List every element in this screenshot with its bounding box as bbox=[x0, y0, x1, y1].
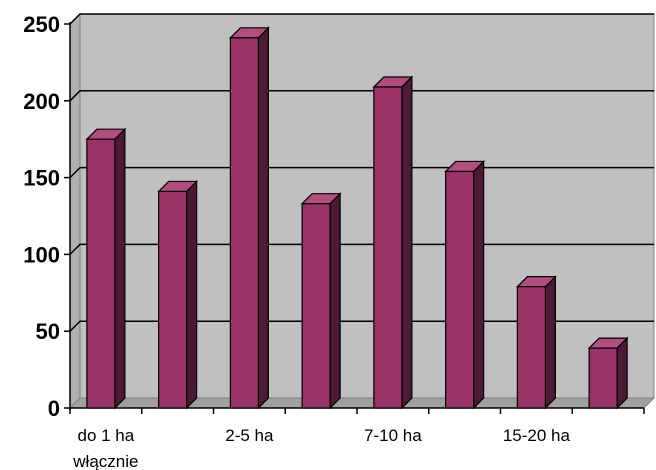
x-tick-label: 7-10 ha bbox=[364, 426, 422, 445]
x-tick-label: do 1 ha włącznie bbox=[72, 426, 138, 470]
y-tick-labels: 0 50 100 150 200 250 bbox=[23, 12, 60, 421]
gridline-200 bbox=[69, 90, 654, 102]
bar bbox=[228, 26, 270, 410]
x-tick-label-line: 2-5 ha bbox=[225, 426, 274, 445]
y-tick-label: 100 bbox=[23, 242, 60, 267]
bar bbox=[444, 160, 486, 410]
x-tick-labels: do 1 ha włącznie 2-5 ha 7-10 ha 15-20 ha bbox=[72, 426, 570, 470]
bar-side bbox=[544, 275, 556, 410]
plot-walls bbox=[68, 12, 656, 410]
bar-front bbox=[301, 203, 331, 409]
bar-side bbox=[186, 179, 198, 410]
x-tick-label-line: włącznie bbox=[72, 452, 138, 470]
bar-front bbox=[229, 37, 259, 409]
bar bbox=[300, 192, 342, 410]
bar bbox=[515, 275, 557, 410]
gridline-250 bbox=[69, 13, 654, 25]
bars bbox=[85, 26, 629, 410]
plot-side-wall bbox=[69, 12, 81, 410]
bar bbox=[85, 127, 127, 410]
bar-front bbox=[86, 138, 116, 409]
bar bbox=[372, 75, 414, 410]
x-tick-label-line: 15-20 ha bbox=[503, 426, 571, 445]
bar-front bbox=[445, 170, 475, 409]
x-tick-label-line: 7-10 ha bbox=[364, 426, 422, 445]
x-tick-label-line: do 1 ha bbox=[78, 426, 135, 445]
y-tick-label: 50 bbox=[36, 319, 60, 344]
bar-front bbox=[588, 347, 618, 409]
bar-side bbox=[616, 336, 628, 410]
bar-side bbox=[473, 160, 485, 410]
y-tick-label: 150 bbox=[23, 166, 60, 191]
bar-side bbox=[329, 192, 341, 410]
x-tick-label: 2-5 ha bbox=[225, 426, 274, 445]
bar-side bbox=[257, 26, 269, 410]
plot-floor bbox=[68, 397, 656, 409]
bar-side bbox=[114, 127, 126, 410]
bar bbox=[587, 336, 629, 410]
x-tick-label: 15-20 ha bbox=[503, 426, 571, 445]
y-tick-label: 250 bbox=[23, 12, 60, 37]
bar-front bbox=[516, 286, 546, 409]
bar-front bbox=[373, 86, 403, 409]
y-tick-label: 0 bbox=[48, 396, 60, 421]
bar-side bbox=[401, 75, 413, 410]
bar bbox=[157, 179, 199, 410]
y-tick-label: 200 bbox=[23, 89, 60, 114]
bar-front bbox=[158, 190, 188, 409]
